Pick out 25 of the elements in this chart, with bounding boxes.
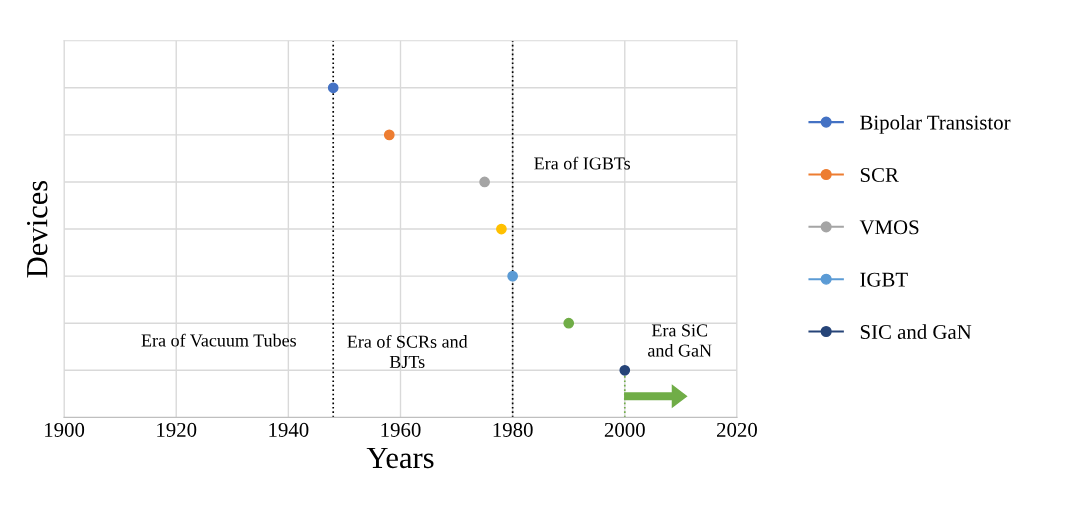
x-tick-label: 1980	[493, 422, 533, 437]
x-tick-label: 2020	[717, 422, 757, 437]
x-tick-label: 1940	[269, 422, 309, 437]
point	[496, 223, 507, 235]
annotation: Era of IGBTs	[534, 156, 631, 170]
legend-label: VMOS	[859, 220, 919, 235]
point	[327, 82, 339, 94]
point	[507, 270, 518, 282]
annotation: Era SiC and GaN	[648, 324, 712, 357]
point	[619, 364, 631, 376]
legend-label: SCR	[860, 167, 899, 182]
x-tick-label: 2000	[604, 422, 645, 437]
point	[479, 176, 490, 188]
legend-label: SIC and GaN	[860, 324, 972, 340]
annotation: Era of SCRs and BJTs	[347, 334, 468, 368]
x-tick-label: 1920	[157, 422, 197, 437]
point	[383, 129, 395, 141]
point	[563, 317, 575, 329]
x-tick-label: 1960	[381, 422, 421, 437]
legend-label: IGBT	[860, 272, 908, 287]
x-axis-title: Years	[366, 447, 434, 469]
annotation: Era of Vacuum Tubes	[141, 333, 297, 347]
y-axis-title: Devices	[26, 180, 48, 278]
x-tick-label: 1900	[45, 422, 85, 437]
legend-label: Bipolar Transistor	[860, 114, 1011, 134]
